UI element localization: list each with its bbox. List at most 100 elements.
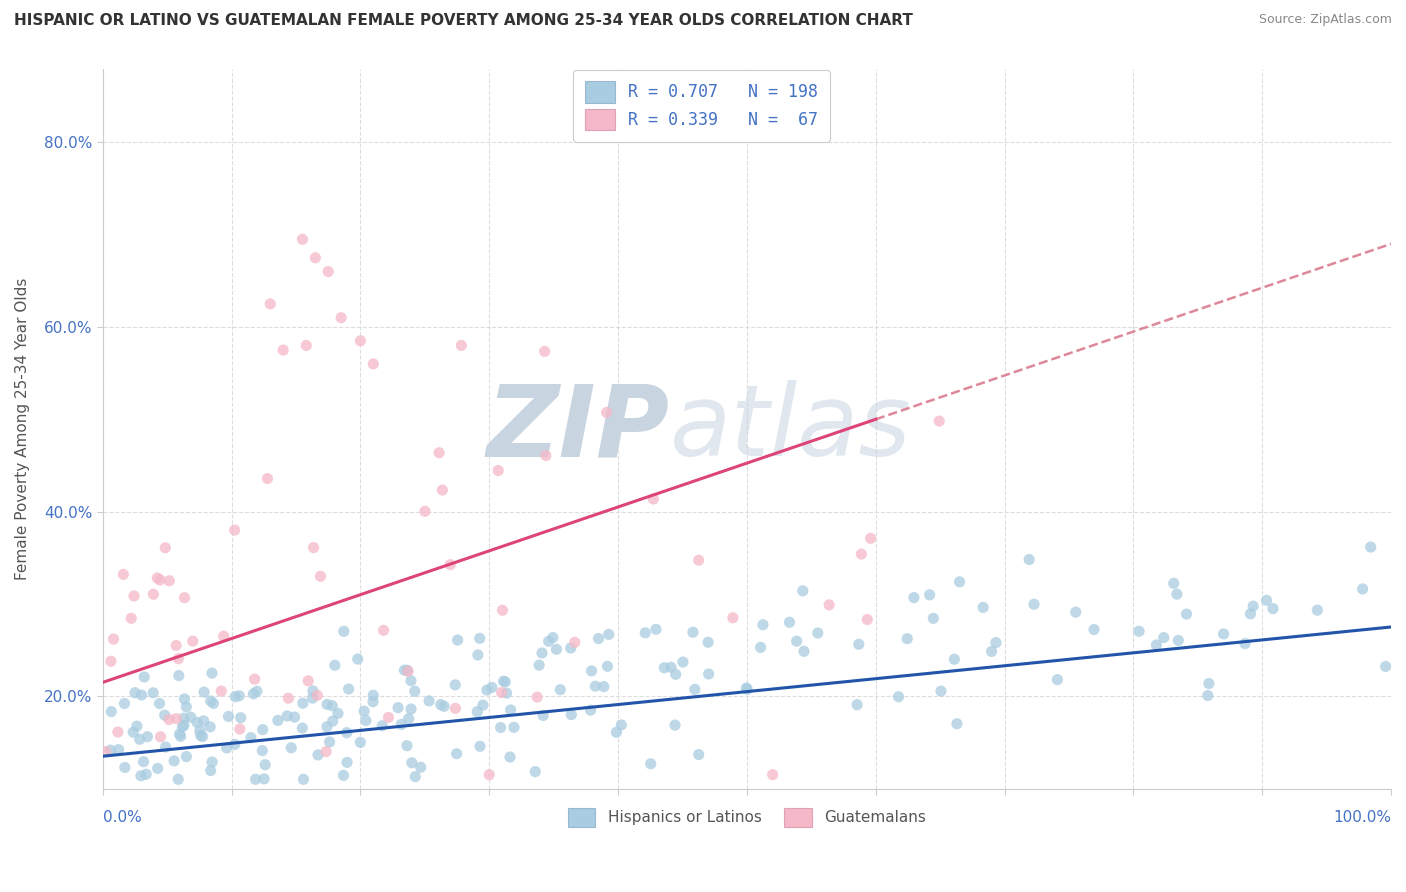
Point — [524, 764, 547, 779]
Point — [349, 735, 371, 749]
Point — [404, 770, 426, 784]
Point — [283, 710, 305, 724]
Point — [169, 730, 191, 744]
Point — [318, 735, 340, 749]
Point — [401, 756, 423, 770]
Point — [202, 697, 225, 711]
Point — [446, 747, 468, 761]
Point — [851, 547, 873, 561]
Point — [429, 698, 451, 712]
Point — [943, 652, 966, 666]
Point — [122, 589, 145, 603]
Text: 0.0%: 0.0% — [103, 810, 142, 825]
Point — [592, 680, 614, 694]
Point — [664, 718, 686, 732]
Point — [389, 717, 412, 731]
Point — [94, 745, 117, 759]
Point — [859, 532, 882, 546]
Point — [605, 725, 627, 739]
Point — [1146, 638, 1168, 652]
Point — [1128, 624, 1150, 639]
Point — [277, 691, 299, 706]
Point — [136, 730, 159, 744]
Point — [129, 769, 152, 783]
Point — [918, 588, 941, 602]
Point — [301, 691, 323, 706]
Point — [181, 634, 204, 648]
Point — [735, 681, 758, 695]
Point — [142, 587, 165, 601]
Point — [427, 446, 450, 460]
Point — [409, 760, 432, 774]
Point — [446, 633, 468, 648]
Point — [634, 625, 657, 640]
Point — [1167, 633, 1189, 648]
Point — [114, 697, 136, 711]
Point — [688, 747, 710, 762]
Point — [1175, 607, 1198, 621]
Point — [749, 640, 772, 655]
Point — [122, 725, 145, 739]
Point — [413, 504, 436, 518]
Point — [856, 613, 879, 627]
Point — [146, 571, 169, 585]
Point — [922, 611, 945, 625]
Point — [560, 707, 582, 722]
Point — [398, 712, 420, 726]
Point — [163, 754, 186, 768]
Point — [242, 687, 264, 701]
Point — [142, 686, 165, 700]
Point — [167, 668, 190, 682]
Point — [201, 666, 224, 681]
Text: HISPANIC OR LATINO VS GUATEMALAN FEMALE POVERTY AMONG 25-34 YEAR OLDS CORRELATIO: HISPANIC OR LATINO VS GUATEMALAN FEMALE … — [14, 13, 912, 29]
Point — [295, 338, 318, 352]
Point — [316, 720, 339, 734]
Point — [149, 730, 172, 744]
Point — [307, 689, 329, 703]
Point — [387, 700, 409, 714]
Point — [302, 541, 325, 555]
Point — [793, 644, 815, 658]
Point — [173, 692, 195, 706]
Point — [256, 472, 278, 486]
Point — [537, 634, 560, 648]
Point — [645, 623, 668, 637]
Point — [252, 743, 274, 757]
Point — [1351, 582, 1374, 596]
Point — [1153, 631, 1175, 645]
Point — [291, 232, 314, 246]
Point — [396, 665, 419, 679]
Point — [1197, 689, 1219, 703]
Point — [481, 681, 503, 695]
Point — [363, 357, 385, 371]
Point — [450, 338, 472, 352]
Point — [228, 689, 250, 703]
Point — [193, 714, 215, 728]
Point — [153, 708, 176, 723]
Point — [377, 710, 399, 724]
Point — [887, 690, 910, 704]
Point — [735, 682, 758, 697]
Point — [198, 720, 221, 734]
Point — [315, 745, 337, 759]
Point — [246, 684, 269, 698]
Point — [468, 632, 491, 646]
Point — [499, 750, 522, 764]
Point — [132, 755, 155, 769]
Point — [148, 697, 170, 711]
Point — [1261, 601, 1284, 615]
Point — [404, 684, 426, 698]
Point — [354, 714, 377, 728]
Point — [112, 567, 135, 582]
Point — [229, 722, 252, 736]
Point — [762, 767, 785, 781]
Point — [157, 713, 180, 727]
Point — [229, 711, 252, 725]
Point — [173, 711, 195, 725]
Point — [188, 723, 211, 738]
Point — [595, 405, 617, 419]
Point — [361, 695, 384, 709]
Point — [134, 670, 156, 684]
Point — [252, 723, 274, 737]
Point — [1256, 593, 1278, 607]
